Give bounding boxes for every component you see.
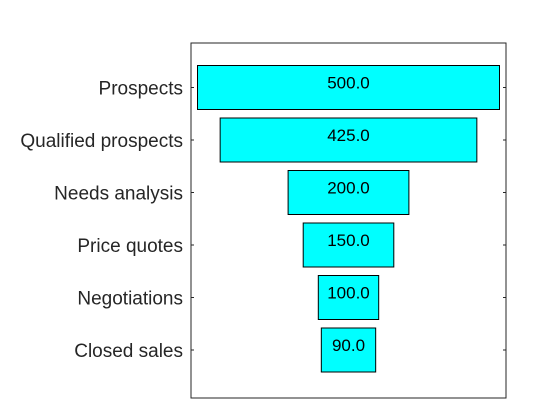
value-label: 200.0 — [327, 179, 370, 198]
value-label: 90.0 — [332, 336, 365, 355]
stage-label: Prospects — [99, 79, 183, 100]
value-label: 500.0 — [327, 74, 370, 93]
funnel-bar — [287, 170, 410, 215]
funnel-bar — [320, 327, 377, 373]
funnel-bar — [302, 222, 395, 268]
value-label: 100.0 — [327, 284, 370, 303]
value-label: 150.0 — [327, 231, 370, 250]
value-labels: 500.0 425.0 200.0 150.0 100.0 90.0 — [327, 74, 370, 356]
funnel-bar — [317, 275, 380, 320]
stage-labels: Prospects Qualified prospects Needs analys… — [20, 79, 183, 363]
stage-label: Needs analysis — [54, 184, 183, 205]
funnel-bar — [219, 117, 478, 163]
funnel-bar — [197, 65, 500, 110]
stage-label: Qualified prospects — [20, 131, 183, 152]
stage-label: Closed sales — [74, 341, 183, 362]
stage-label: Negotiations — [77, 289, 183, 310]
value-label: 425.0 — [327, 126, 370, 145]
y-ticks — [191, 87, 506, 351]
funnel-bars — [197, 65, 500, 373]
stage-label: Price quotes — [77, 236, 183, 257]
